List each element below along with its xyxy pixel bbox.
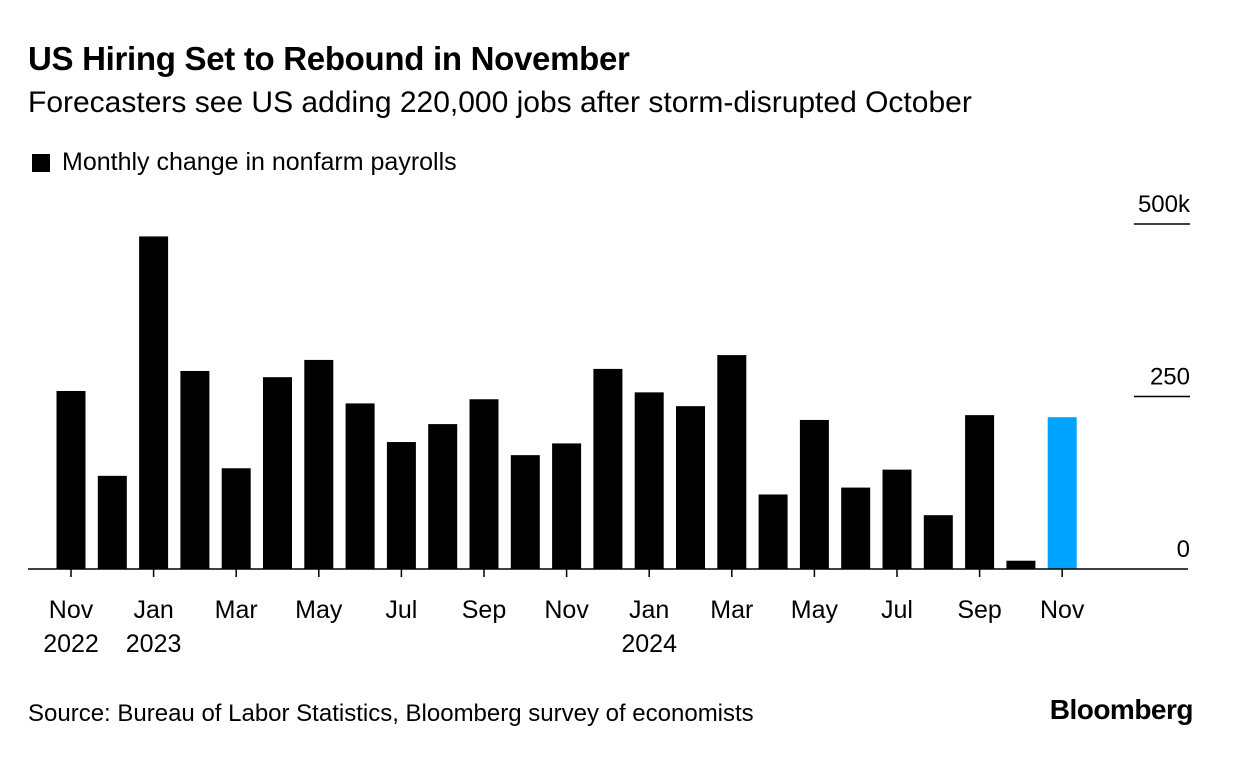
- bar: [841, 487, 871, 569]
- bar: [758, 494, 788, 569]
- x-tick-label: Jul: [881, 596, 913, 624]
- bar: [304, 359, 334, 569]
- bar: [593, 368, 623, 569]
- bar: [965, 415, 995, 569]
- x-tick-year-label: 2024: [621, 630, 677, 658]
- bloomberg-logo: Bloomberg: [1049, 694, 1194, 725]
- bar: [552, 443, 582, 569]
- x-tick-label: Mar: [710, 596, 753, 624]
- bar: [510, 455, 540, 569]
- y-tick-label: 500k: [1138, 191, 1191, 218]
- x-tick-label: Sep: [957, 596, 1001, 624]
- bar: [799, 419, 829, 569]
- bar: [469, 399, 499, 569]
- x-tick-label: May: [791, 596, 839, 624]
- x-tick-label: May: [295, 596, 343, 624]
- bar: [923, 515, 953, 569]
- x-tick-year-label: 2022: [43, 630, 99, 658]
- legend-label: Monthly change in nonfarm payrolls: [62, 148, 457, 176]
- forecast-bar: [1047, 417, 1077, 569]
- x-tick-label: Jan: [629, 596, 669, 624]
- bar: [1006, 560, 1036, 569]
- bar: [676, 406, 705, 569]
- bar-chart: 0 250 500k Nov 2022 Jan 2023 Mar May Jul Sep Nov Jan…: [28, 191, 1191, 658]
- chart-subtitle: Forecasters see US adding 220,000 jobs a…: [28, 86, 972, 119]
- y-tick-label: 0: [1177, 536, 1190, 563]
- x-tick-label: Mar: [215, 596, 258, 624]
- legend: Monthly change in nonfarm payrolls: [32, 148, 457, 177]
- x-tick-label: Nov: [544, 596, 589, 624]
- x-tick-label: Nov: [1040, 596, 1085, 624]
- x-tick-label: Jul: [385, 596, 417, 624]
- source-note: Source: Bureau of Labor Statistics, Bloo…: [28, 700, 754, 727]
- legend-swatch: [32, 153, 50, 172]
- bar: [345, 403, 375, 569]
- bar: [139, 236, 169, 570]
- y-tick-label: 250: [1150, 364, 1190, 391]
- bar: [717, 355, 747, 569]
- x-tick-label: Sep: [462, 596, 506, 624]
- x-tick-year-label: 2023: [126, 630, 182, 658]
- x-tick-label: Jan: [133, 596, 173, 624]
- bar: [882, 469, 912, 569]
- bar: [386, 442, 416, 569]
- bar: [180, 370, 210, 569]
- bar: [221, 468, 251, 569]
- bar: [56, 390, 86, 569]
- bar: [97, 475, 127, 569]
- x-tick-label: Nov: [49, 596, 94, 624]
- bar: [263, 377, 292, 569]
- bar: [428, 424, 458, 569]
- bar: [634, 392, 664, 569]
- chart-title: US Hiring Set to Rebound in November: [28, 40, 630, 77]
